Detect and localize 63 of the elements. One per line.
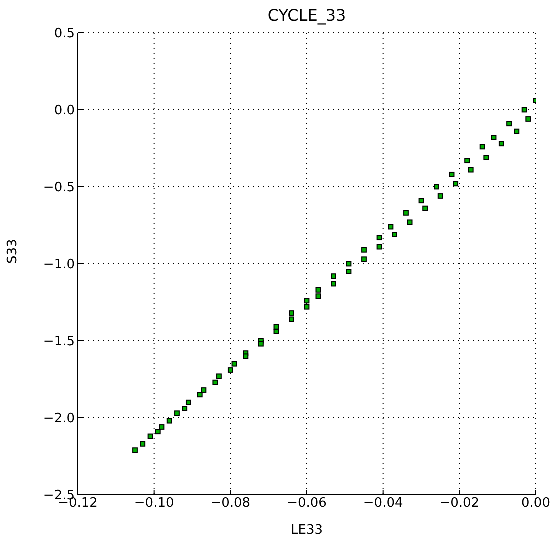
point bbox=[316, 287, 322, 293]
x-tick-label: −0.02 bbox=[440, 496, 480, 512]
point bbox=[434, 184, 440, 190]
y-tick-label: −2.0 bbox=[43, 412, 75, 427]
point bbox=[316, 294, 322, 300]
point bbox=[228, 368, 234, 373]
x-tick-label: −0.06 bbox=[287, 496, 327, 512]
point bbox=[404, 210, 409, 216]
point bbox=[418, 198, 424, 204]
y-tick-label: −0.5 bbox=[43, 180, 75, 196]
y-tick-label: −1.0 bbox=[43, 258, 75, 273]
point bbox=[480, 144, 486, 150]
point bbox=[484, 155, 490, 160]
point bbox=[166, 418, 172, 424]
point bbox=[140, 441, 146, 447]
point bbox=[212, 380, 218, 386]
y-tick-label: 0.5 bbox=[54, 26, 75, 42]
point bbox=[174, 410, 180, 416]
point bbox=[522, 107, 528, 113]
point bbox=[362, 247, 367, 253]
x-tick-label: −0.10 bbox=[134, 496, 174, 512]
point bbox=[232, 361, 238, 367]
point bbox=[216, 374, 222, 380]
point bbox=[274, 329, 280, 334]
y-tick-label: −1.5 bbox=[43, 334, 75, 350]
point bbox=[258, 341, 264, 347]
point bbox=[201, 388, 207, 393]
point bbox=[453, 181, 459, 187]
point bbox=[491, 135, 497, 140]
point bbox=[468, 167, 474, 173]
point bbox=[407, 220, 413, 226]
x-tick-label: −0.04 bbox=[363, 496, 404, 512]
point bbox=[362, 256, 367, 262]
point bbox=[449, 172, 455, 178]
point bbox=[182, 406, 188, 412]
point bbox=[197, 392, 203, 398]
point bbox=[438, 194, 444, 199]
point bbox=[498, 141, 504, 147]
y-tick-label: 0.0 bbox=[54, 104, 75, 119]
point bbox=[132, 448, 138, 454]
point bbox=[464, 158, 470, 164]
x-tick-label: 0.00 bbox=[522, 496, 550, 512]
point bbox=[514, 128, 520, 134]
point bbox=[376, 235, 382, 241]
point bbox=[304, 304, 310, 310]
point bbox=[331, 274, 336, 280]
chart-title: CYCLE_33 bbox=[266, 6, 348, 25]
point bbox=[155, 429, 161, 435]
point bbox=[422, 206, 428, 212]
point bbox=[392, 232, 398, 238]
point bbox=[331, 281, 336, 287]
y-axis-title: S33 bbox=[6, 239, 21, 264]
point bbox=[506, 121, 512, 127]
point bbox=[159, 424, 165, 430]
point bbox=[243, 354, 249, 360]
x-axis-title: LE33 bbox=[291, 523, 323, 536]
point bbox=[186, 400, 192, 406]
point bbox=[526, 116, 532, 122]
point bbox=[289, 316, 294, 322]
point bbox=[376, 244, 382, 250]
x-tick-label: −0.08 bbox=[210, 496, 251, 512]
point bbox=[289, 310, 294, 316]
point bbox=[346, 269, 352, 274]
